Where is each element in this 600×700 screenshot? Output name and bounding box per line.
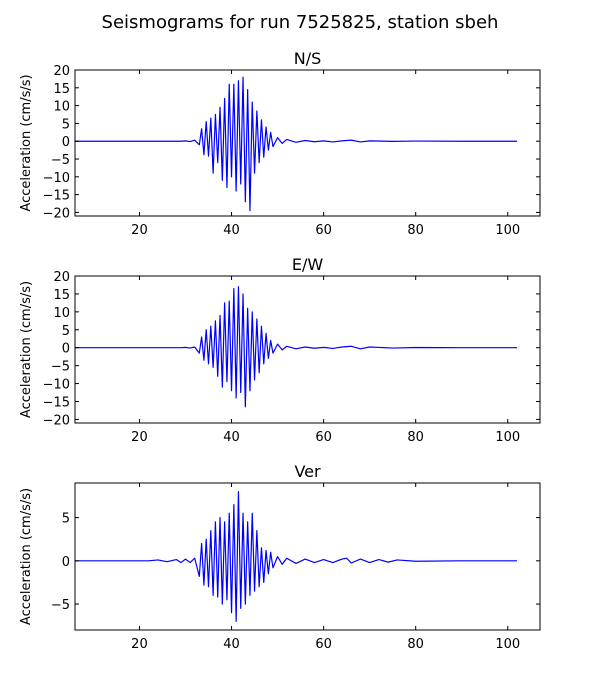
x-tick-label: 60 bbox=[315, 430, 332, 445]
y-axis-label: Acceleration (cm/s/s) bbox=[19, 74, 34, 211]
y-tick-label: 0 bbox=[62, 342, 70, 357]
x-tick-label: 40 bbox=[223, 430, 240, 445]
figure-title: Seismograms for run 7525825, station sbe… bbox=[102, 12, 499, 33]
seismogram-trace bbox=[75, 286, 517, 408]
x-tick-label: 20 bbox=[131, 430, 148, 445]
y-tick-label: −5 bbox=[51, 598, 70, 613]
panel-title: E/W bbox=[292, 255, 324, 274]
y-tick-label: −10 bbox=[43, 171, 70, 186]
x-tick-label: 100 bbox=[495, 223, 520, 238]
x-tick-label: 60 bbox=[315, 223, 332, 238]
axes-frame bbox=[74, 275, 541, 424]
y-tick-label: −15 bbox=[43, 189, 70, 204]
y-tick-label: 5 bbox=[62, 512, 70, 527]
y-tick-label: 15 bbox=[53, 288, 70, 303]
panel-3: Ver Acceleration (cm/s/s) 20 40 60 80 100 5 0 −5 bbox=[19, 462, 541, 652]
x-tick-label: 20 bbox=[131, 223, 148, 238]
x-tick-label: 40 bbox=[223, 637, 240, 652]
y-axis-label: Acceleration (cm/s/s) bbox=[19, 281, 34, 418]
panel-title: Ver bbox=[294, 462, 321, 481]
y-tick-label: 5 bbox=[62, 324, 70, 339]
x-tick-label: 80 bbox=[407, 430, 424, 445]
y-tick-label: −5 bbox=[51, 360, 70, 375]
seismogram-trace bbox=[75, 76, 517, 212]
y-tick-label: 20 bbox=[53, 64, 70, 79]
x-tick-label: 80 bbox=[407, 637, 424, 652]
y-tick-label: 15 bbox=[53, 82, 70, 97]
y-tick-label: −20 bbox=[43, 206, 70, 221]
axes-frame bbox=[74, 69, 541, 217]
y-tick-label: −10 bbox=[43, 378, 70, 393]
y-tick-label: 5 bbox=[62, 117, 70, 132]
x-tick-label: 100 bbox=[495, 637, 520, 652]
panel-title: N/S bbox=[294, 49, 322, 68]
x-tick-label: 60 bbox=[315, 637, 332, 652]
axes-frame bbox=[74, 482, 541, 631]
y-tick-label: 0 bbox=[62, 555, 70, 570]
seismogram-trace bbox=[75, 491, 517, 622]
y-tick-label: 10 bbox=[53, 100, 70, 115]
y-tick-label: 10 bbox=[53, 306, 70, 321]
y-tick-label: 0 bbox=[62, 135, 70, 150]
y-tick-label: −20 bbox=[43, 413, 70, 428]
x-tick-label: 20 bbox=[131, 637, 148, 652]
y-tick-label: −15 bbox=[43, 395, 70, 410]
x-tick-label: 40 bbox=[223, 223, 240, 238]
x-tick-label: 80 bbox=[407, 223, 424, 238]
y-axis-label: Acceleration (cm/s/s) bbox=[19, 488, 34, 625]
y-tick-label: −5 bbox=[51, 153, 70, 168]
x-tick-label: 100 bbox=[495, 430, 520, 445]
y-tick-label: 20 bbox=[53, 270, 70, 285]
